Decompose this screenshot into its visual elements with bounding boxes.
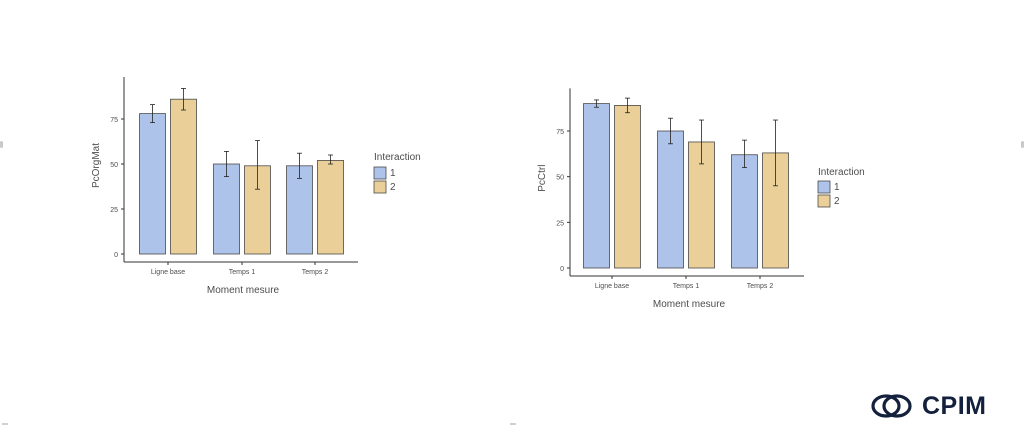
bar-series2-0 xyxy=(170,98,197,255)
bar-series1-1 xyxy=(213,163,240,255)
x-tick-label: Ligne base xyxy=(151,269,185,276)
legend-label-2: 2 xyxy=(834,196,840,207)
cpim-rings-icon xyxy=(871,394,912,418)
x-axis-title: Moment mesure xyxy=(653,299,726,310)
x-tick-label: Temps 1 xyxy=(673,283,700,290)
bar-series2-1 xyxy=(244,165,271,255)
x-tick-label: Temps 2 xyxy=(302,269,329,276)
x-tick-label: Ligne base xyxy=(595,283,629,290)
legend-swatch-1 xyxy=(817,180,831,194)
y-tick-label: 25 xyxy=(110,207,118,214)
bottom-marker-left xyxy=(2,423,8,425)
cpim-logo: CPIM xyxy=(870,388,1000,424)
legend-title: Interaction xyxy=(374,152,421,163)
bottom-marker-mid xyxy=(510,423,516,425)
y-tick-label: 75 xyxy=(110,117,118,124)
right-edge-marker xyxy=(1021,141,1024,148)
y-axis-title: PcOrgMat xyxy=(91,143,102,188)
legend-label-1: 1 xyxy=(390,168,396,179)
y-tick-label: 50 xyxy=(556,175,564,182)
y-tick-label: 50 xyxy=(110,162,118,169)
y-tick-label: 0 xyxy=(114,252,118,259)
bar-series1-0 xyxy=(139,113,166,255)
x-axis-title: Moment mesure xyxy=(207,285,280,296)
legend-label-1: 1 xyxy=(834,182,840,193)
bar-series1-2 xyxy=(731,154,758,269)
bar-series1-0 xyxy=(583,103,610,269)
y-tick-label: 25 xyxy=(556,220,564,227)
y-axis-title: PcCtrl xyxy=(537,165,548,192)
legend-swatch-2 xyxy=(817,194,831,208)
bar-series1-2 xyxy=(286,165,313,255)
left-edge-marker xyxy=(0,141,3,148)
x-tick-label: Temps 1 xyxy=(229,269,256,276)
y-tick-label: 75 xyxy=(556,129,564,136)
bar-series2-0 xyxy=(614,105,641,269)
logo-text: CPIM xyxy=(922,391,987,420)
legend-title: Interaction xyxy=(818,167,865,178)
bar-series1-1 xyxy=(657,130,684,269)
x-tick-label: Temps 2 xyxy=(747,283,774,290)
legend-label-2: 2 xyxy=(390,182,396,193)
legend-swatch-1 xyxy=(373,166,387,180)
bar-series2-2 xyxy=(317,159,344,255)
legend-swatch-2 xyxy=(373,180,387,194)
y-tick-label: 0 xyxy=(560,266,564,273)
